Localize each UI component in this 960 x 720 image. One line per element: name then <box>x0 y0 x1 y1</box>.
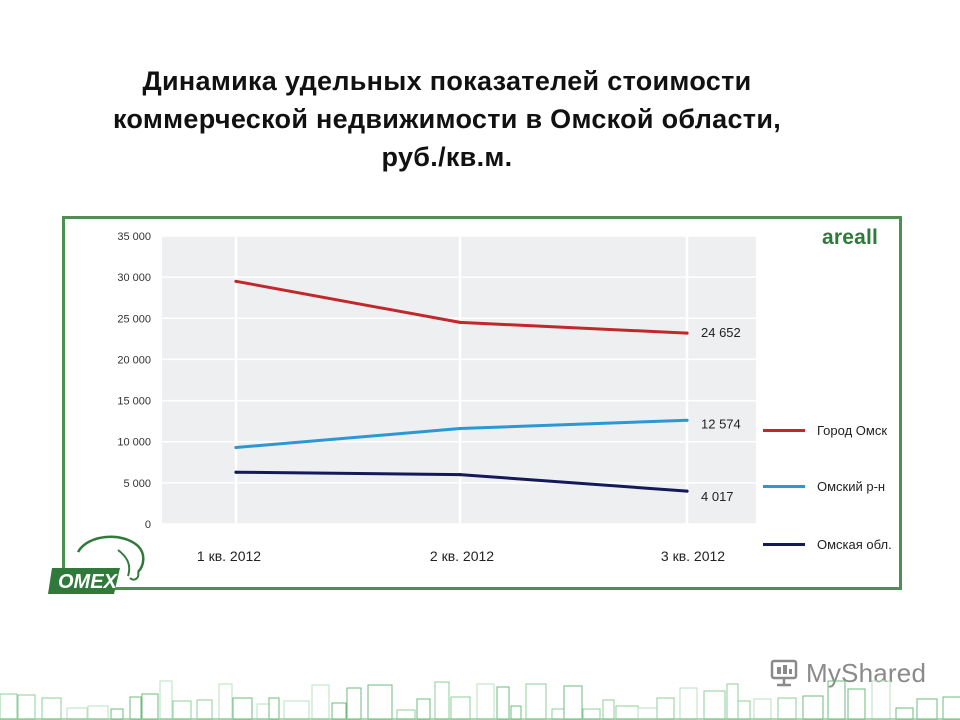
omex-logo-text: OMEX <box>58 571 119 593</box>
omex-logo: OMEX <box>48 535 145 594</box>
skyline-building <box>615 705 639 720</box>
skyline-building <box>827 680 846 720</box>
skyline-building <box>726 683 739 720</box>
data-point <box>458 320 462 324</box>
skyline-building <box>847 688 866 720</box>
skyline-building <box>66 707 88 720</box>
skyline-building <box>656 697 675 720</box>
skyline-building <box>510 705 522 720</box>
skyline-building <box>871 680 891 720</box>
y-tick-label: 35 000 <box>117 231 151 243</box>
skyline-building <box>582 708 601 720</box>
data-label: 24 652 <box>701 325 741 340</box>
legend-swatch <box>763 484 805 488</box>
skyline-building <box>916 698 938 720</box>
skyline-building <box>476 683 495 720</box>
skyline-building <box>602 699 615 720</box>
skyline-building <box>942 696 960 720</box>
legend-swatch <box>763 428 805 432</box>
brand-label: areall <box>822 226 879 249</box>
y-tick-label: 30 000 <box>117 272 151 284</box>
skyline-building <box>129 696 142 720</box>
skyline-building <box>525 683 547 720</box>
x-tick-label: 3 кв. 2012 <box>661 548 725 564</box>
skyline-building <box>753 698 772 720</box>
data-label: 4 017 <box>701 489 734 504</box>
x-tick-label: 1 кв. 2012 <box>197 548 261 564</box>
skyline-building <box>17 694 36 720</box>
data-point <box>234 445 238 450</box>
y-tick-label: 15 000 <box>117 396 151 408</box>
skyline-building <box>331 702 347 720</box>
data-point <box>234 279 238 283</box>
skyline-building <box>172 700 192 720</box>
skyline-building <box>563 685 583 720</box>
skyline-building <box>268 697 280 720</box>
data-point <box>234 470 238 474</box>
skyline-building <box>777 697 797 720</box>
skyline-building <box>256 703 270 720</box>
city-skyline-decoration <box>0 680 960 720</box>
title-line-3: руб./кв.м. <box>381 142 513 172</box>
skyline-building <box>496 686 510 720</box>
x-tick-label: 2 кв. 2012 <box>430 548 494 564</box>
skyline-building <box>895 707 914 720</box>
myshared-text: MyShared <box>806 657 927 688</box>
skyline-building <box>283 700 310 720</box>
y-tick-label: 0 <box>145 519 151 531</box>
data-label: 12 574 <box>701 416 741 431</box>
legend-label: Город Омск <box>817 422 888 438</box>
skyline-building <box>396 709 416 720</box>
legend-item: Омская обл. <box>763 534 892 554</box>
skyline-building <box>737 700 751 720</box>
chart-title: Динамика удельных показателей стоимости … <box>0 62 894 176</box>
skyline-building <box>311 684 330 720</box>
data-point <box>458 473 462 477</box>
skyline-building <box>218 683 233 720</box>
title-line-2: коммерческой недвижимости в Омской облас… <box>112 104 782 134</box>
legend-label: Омская обл. <box>817 536 892 552</box>
skyline-building <box>637 707 658 720</box>
skyline-building <box>450 696 471 720</box>
data-point <box>685 331 689 335</box>
presentation-icon <box>770 659 798 687</box>
skyline-building <box>434 681 450 720</box>
skyline-building <box>703 690 726 720</box>
skyline-building <box>679 687 698 720</box>
skyline-building <box>0 693 18 720</box>
y-tick-label: 10 000 <box>117 437 151 449</box>
myshared-watermark: MyShared <box>768 656 926 690</box>
legend-swatch <box>763 542 805 546</box>
skyline-building <box>802 695 824 720</box>
y-tick-label: 25 000 <box>117 313 151 325</box>
skyline-building <box>87 705 109 720</box>
skyline-building <box>159 680 173 720</box>
skyline-building <box>41 697 62 720</box>
data-point <box>458 426 462 431</box>
skyline-building <box>110 708 124 720</box>
skyline-building <box>232 697 253 720</box>
legend-item: Омский р-н <box>763 476 885 496</box>
skyline-building <box>416 698 431 720</box>
skyline-building <box>367 684 393 720</box>
title-line-1: Динамика удельных показателей стоимости <box>142 66 752 96</box>
legend-item: Город Омск <box>763 420 887 440</box>
skyline-building <box>346 687 362 720</box>
skyline-building <box>196 699 213 720</box>
legend-label: Омский р-н <box>817 478 886 494</box>
skyline-building <box>141 693 159 720</box>
y-tick-label: 20 000 <box>117 354 151 366</box>
data-point <box>685 418 689 422</box>
y-tick-label: 5 000 <box>123 478 151 490</box>
data-point <box>685 489 689 493</box>
